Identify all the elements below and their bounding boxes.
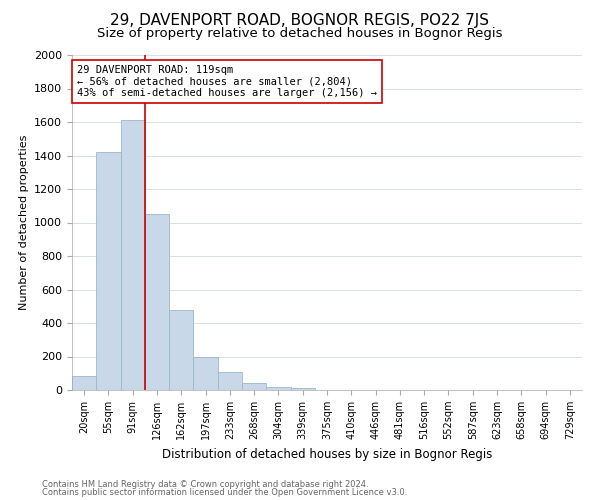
Text: Contains HM Land Registry data © Crown copyright and database right 2024.: Contains HM Land Registry data © Crown c… [42,480,368,489]
Bar [96,152,121,390]
Bar [72,376,96,390]
Bar [145,214,169,390]
Bar [121,120,145,390]
Bar [218,372,242,390]
Bar [242,384,266,390]
Text: Size of property relative to detached houses in Bognor Regis: Size of property relative to detached ho… [97,28,503,40]
Text: Contains public sector information licensed under the Open Government Licence v3: Contains public sector information licen… [42,488,407,497]
Bar [266,386,290,390]
Text: 29, DAVENPORT ROAD, BOGNOR REGIS, PO22 7JS: 29, DAVENPORT ROAD, BOGNOR REGIS, PO22 7… [110,12,490,28]
Text: 29 DAVENPORT ROAD: 119sqm
← 56% of detached houses are smaller (2,804)
43% of se: 29 DAVENPORT ROAD: 119sqm ← 56% of detac… [77,65,377,98]
Y-axis label: Number of detached properties: Number of detached properties [19,135,29,310]
Bar [193,356,218,390]
X-axis label: Distribution of detached houses by size in Bognor Regis: Distribution of detached houses by size … [162,448,492,460]
Bar [290,388,315,390]
Bar [169,310,193,390]
